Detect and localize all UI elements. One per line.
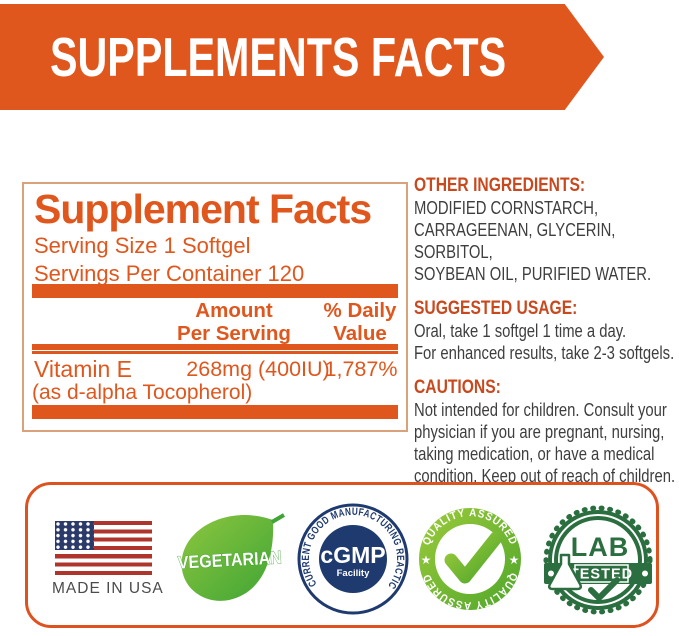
quality-assured-badge: QUALITY ASSURED QUALITY ASSURED ★ ★ bbox=[419, 507, 521, 611]
cautions-body: Not intended for children. Consult your … bbox=[414, 400, 676, 486]
flag-canton bbox=[54, 521, 94, 550]
serving-size: Serving Size 1 Softgel bbox=[34, 233, 251, 258]
cgmp-center-label: cGMP bbox=[320, 542, 385, 568]
lab-banner-dot-left bbox=[548, 570, 554, 577]
nutrient-daily-value: 1,787% bbox=[324, 357, 398, 381]
cgmp-badge: CURRENT GOOD MANUFACTURING REACTICE cGMP… bbox=[296, 502, 409, 615]
lab-scallop-ring bbox=[543, 505, 653, 615]
suggested-usage-heading: SUGGESTED USAGE: bbox=[414, 298, 578, 319]
lab-white-ring bbox=[552, 514, 644, 606]
nutrient-amount: 268mg (400IU) bbox=[186, 357, 330, 381]
suggested-usage-body: Oral, take 1 softgel 1 time a day. For e… bbox=[414, 321, 675, 363]
cgmp-sub-label: Facility bbox=[337, 568, 370, 579]
facts-title: Supplement Facts bbox=[34, 186, 372, 232]
cgmp-inner-circle bbox=[319, 525, 387, 593]
info-column: OTHER INGREDIENTS: MODIFIED CORNSTARCH, … bbox=[414, 175, 679, 500]
leaf-icon bbox=[181, 515, 274, 601]
made-in-usa-badge: MADE IN USA bbox=[52, 521, 164, 598]
made-in-usa-label: MADE IN USA bbox=[52, 580, 164, 597]
qa-star-left-icon: ★ bbox=[421, 553, 432, 567]
lab-tested-badge: LAB TESTED bbox=[543, 505, 653, 615]
lab-tested-label: TESTED bbox=[570, 567, 633, 583]
top-banner: SUPPLEMENTS FACTS bbox=[0, 4, 604, 110]
other-ingredients-heading: OTHER INGREDIENTS: bbox=[414, 175, 586, 196]
leaf-stem-icon bbox=[270, 513, 286, 524]
lab-flask-icon bbox=[548, 553, 582, 591]
divider-bar-thick bbox=[32, 284, 398, 298]
lab-check-icon bbox=[588, 577, 620, 601]
badges-box: MADE IN USA VEGETARIAN CURRENT GOOD MANU… bbox=[25, 482, 659, 628]
vegetarian-badge: VEGETARIAN bbox=[177, 513, 286, 601]
qa-check-icon bbox=[444, 531, 503, 584]
servings-per-container: Servings Per Container 120 bbox=[34, 261, 305, 286]
lab-label: LAB bbox=[571, 532, 630, 562]
other-ingredients-body: MODIFIED CORNSTARCH, CARRAGEENAN, GLYCER… bbox=[414, 198, 652, 284]
nutrient-name: Vitamin E bbox=[34, 356, 133, 382]
vegetarian-label: VEGETARIAN bbox=[177, 547, 282, 572]
qa-star-right-icon: ★ bbox=[509, 553, 520, 567]
divider-bar-bottom bbox=[32, 405, 398, 419]
lab-banner-dot-right bbox=[642, 570, 648, 577]
nutrient-name-sub: (as d-alpha Tocopherol) bbox=[32, 381, 253, 404]
column-header-daily-value: % Daily Value bbox=[323, 299, 397, 345]
divider-bar-double bbox=[32, 344, 398, 354]
supplement-facts-panel: Supplement Facts Serving Size 1 Softgel … bbox=[22, 182, 408, 432]
cautions-heading: CAUTIONS: bbox=[414, 377, 501, 398]
banner-title: SUPPLEMENTS FACTS bbox=[50, 26, 507, 88]
column-header-amount: Amount Per Serving bbox=[177, 299, 291, 345]
usa-flag-icon bbox=[54, 521, 152, 575]
